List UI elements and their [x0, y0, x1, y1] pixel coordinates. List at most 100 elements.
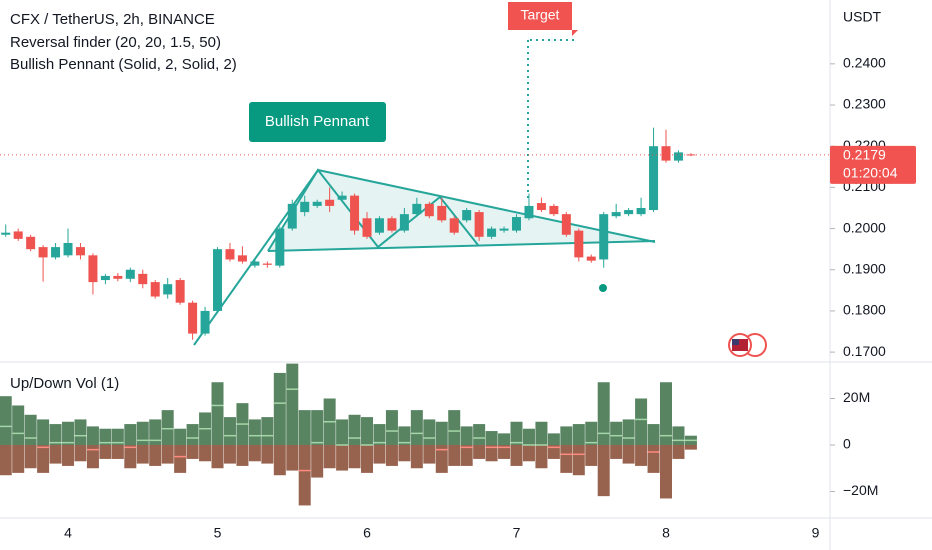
down-volume-bar	[398, 444, 411, 462]
y-tick-label: 0.1800	[843, 302, 886, 318]
pennant-lines	[193, 168, 656, 346]
candle-body	[312, 201, 322, 206]
pennant-box	[249, 102, 386, 142]
candle-body	[26, 236, 36, 250]
candle-body	[561, 214, 571, 235]
candle-body	[63, 242, 73, 256]
down-volume-bar	[49, 444, 62, 464]
candle-body	[200, 310, 210, 334]
down-volume-bar	[273, 444, 286, 476]
candle-body	[424, 203, 434, 217]
candle-body	[163, 284, 173, 295]
candle-body	[586, 256, 596, 261]
last-price-label: 0.2179	[843, 147, 886, 163]
down-volume-bar	[622, 444, 635, 464]
down-volume-bar	[174, 444, 187, 473]
up-volume-bar	[572, 424, 585, 445]
down-volume-bar	[336, 444, 349, 471]
up-volume-bar	[261, 417, 274, 445]
down-volume-bar	[311, 444, 324, 478]
down-volume-bar	[62, 444, 75, 466]
down-volume-bar	[672, 444, 685, 459]
down-volume-bar	[585, 444, 598, 466]
down-volume-bar	[323, 444, 336, 469]
up-volume-bar	[12, 405, 25, 445]
target-annotation: Target	[508, 2, 578, 200]
up-volume-bar	[547, 433, 560, 445]
down-volume-bar	[136, 444, 149, 464]
candle-body	[237, 255, 247, 262]
down-volume-bar	[522, 444, 535, 462]
last-price-box	[830, 145, 916, 184]
up-volume-bar	[522, 428, 535, 445]
down-volume-bar	[647, 444, 660, 473]
candle-body	[13, 231, 23, 239]
candle-body	[188, 302, 198, 334]
y-tick-label: 0.2300	[843, 96, 886, 112]
up-volume-bar	[473, 424, 486, 445]
candle-body	[213, 249, 223, 311]
candle-body	[624, 210, 634, 215]
candle-body	[325, 199, 335, 206]
down-volume-bar	[448, 444, 461, 466]
candle-body	[686, 154, 696, 156]
up-volume-bar	[535, 421, 548, 445]
up-volume-bar	[311, 410, 324, 445]
candle-body	[374, 218, 384, 233]
down-volume-bar	[635, 444, 648, 466]
down-volume-bar	[485, 444, 498, 462]
countdown-label: 01:20:04	[843, 165, 898, 181]
candle-body	[362, 218, 372, 237]
down-volume-bar	[610, 444, 623, 459]
up-volume-bar	[610, 421, 623, 445]
pennant-label: Bullish Pennant	[265, 113, 370, 130]
pennant-zigzag	[267, 168, 479, 252]
down-volume-bar	[211, 444, 224, 469]
up-volume-bar	[0, 396, 12, 445]
volume-bars	[0, 363, 697, 506]
candle-body	[437, 205, 447, 221]
up-volume-bar	[348, 414, 361, 445]
down-volume-bar	[248, 444, 261, 462]
up-volume-bar	[37, 419, 50, 445]
x-tick-label: 5	[214, 525, 222, 541]
up-volume-bar	[223, 417, 236, 445]
up-volume-bar	[298, 410, 311, 445]
candle-body	[337, 195, 347, 200]
up-volume-bar	[435, 421, 448, 445]
x-tick-label: 4	[64, 525, 72, 541]
candle-body	[399, 214, 409, 231]
up-volume-bar	[361, 417, 374, 445]
y-tick-label: 0	[843, 436, 851, 452]
down-volume-bar	[0, 444, 12, 476]
candle-body	[113, 275, 123, 279]
down-volume-bar	[597, 444, 610, 497]
down-volume-bar	[361, 444, 374, 473]
up-volume-bar	[24, 414, 37, 445]
down-volume-bar	[111, 444, 124, 459]
candle-body	[599, 214, 609, 260]
up-volume-bar	[49, 424, 62, 445]
down-volume-bar	[684, 444, 697, 450]
candle-body	[175, 280, 185, 303]
y-tick-label: 0.2400	[843, 55, 886, 71]
candle-body	[611, 212, 621, 217]
down-volume-bar	[261, 444, 274, 464]
up-volume-bar	[410, 410, 423, 445]
candle-body	[51, 247, 61, 258]
candles	[1, 127, 696, 340]
indicator-label: Bullish Pennant (Solid, 2, Solid, 2)	[10, 56, 237, 73]
candle-body	[474, 212, 484, 237]
up-volume-bar	[448, 410, 461, 445]
candle-body	[649, 146, 659, 211]
candle-body	[499, 228, 509, 231]
down-volume-bar	[149, 444, 162, 466]
candle-body	[512, 217, 522, 231]
up-volume-bar	[635, 398, 648, 445]
down-volume-bar	[373, 444, 386, 464]
candle-body	[487, 228, 497, 237]
pennant-annotation: Bullish Pennant	[249, 102, 386, 142]
flags-icon	[728, 333, 767, 357]
candle-body	[1, 232, 11, 235]
down-volume-bar	[498, 444, 511, 459]
